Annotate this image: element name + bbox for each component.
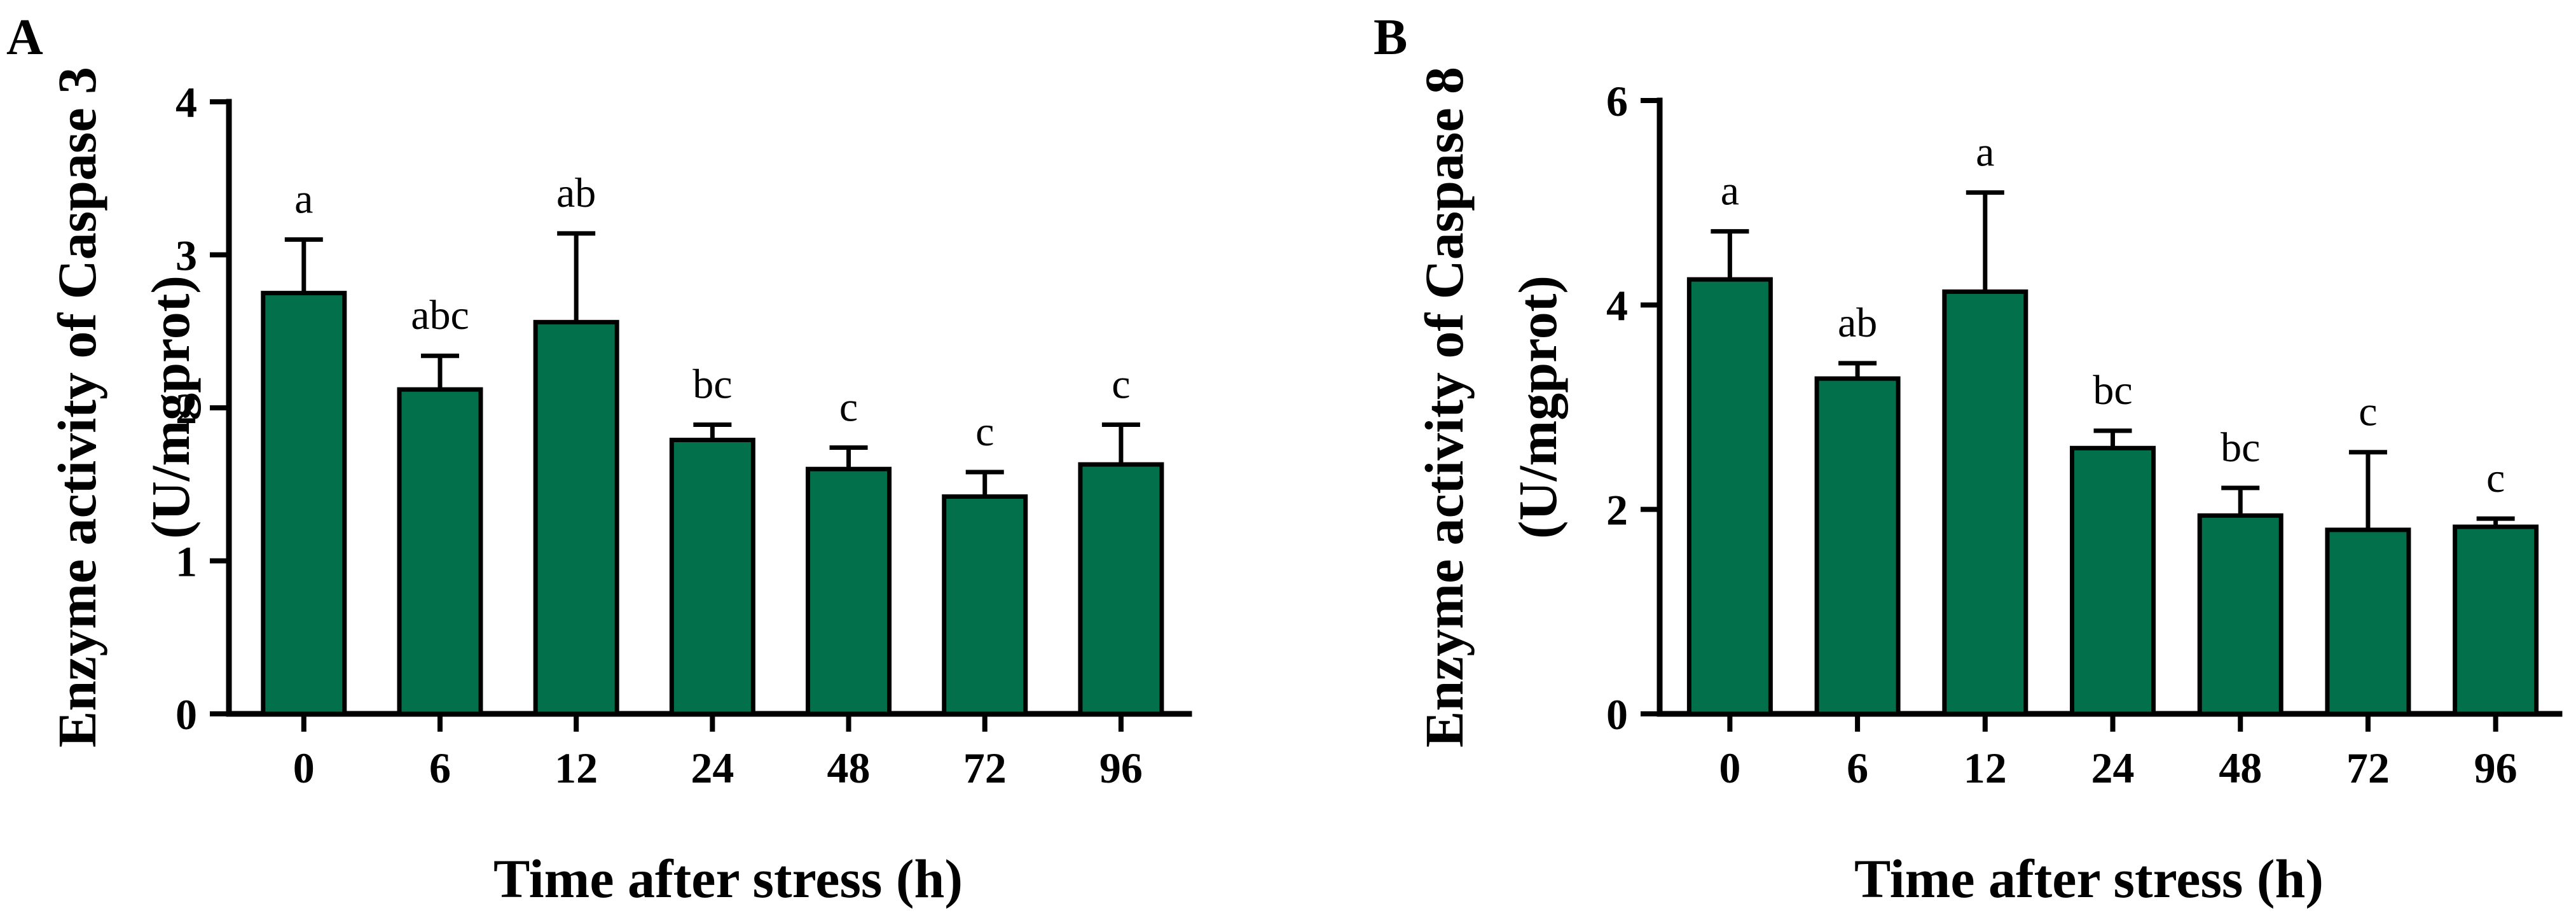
error-bar-96 [2476,516,2515,527]
sig-label-12: a [1976,129,1994,176]
y-tick-label: 1 [176,538,197,586]
y-tick-label: 0 [176,690,197,739]
x-tick-label: 96 [2474,744,2517,792]
y-tick-label: 6 [1606,77,1628,125]
x-axis-title-a: Time after stress (h) [493,848,963,909]
error-bar-12 [557,231,596,323]
error-bar-96 [1101,422,1140,464]
error-bar-0 [1711,229,1749,280]
sig-label-24: bc [2093,367,2132,414]
y-axis-title-a: Enzyme activity of Caspase 3 [46,67,107,748]
x-tick-label: 24 [2091,744,2135,792]
bar-6 [397,387,483,716]
y-tick-label: 3 [176,232,197,280]
x-tick-label: 12 [1964,744,2007,792]
y-tick-label: 2 [1606,486,1628,534]
error-bar-48 [829,445,868,470]
y-axis-unit-a: (U/mgprot) [140,275,201,539]
panel-a: A Enzyme activity of Caspase 3 (U/mgprot… [6,10,1192,909]
sig-label-0: a [294,176,313,222]
error-bar-24 [693,422,732,440]
x-tick-label: 48 [827,744,871,792]
y-tick-label: 4 [1606,281,1628,330]
x-tick-label: 72 [963,744,1007,792]
sig-label-6: ab [1838,300,1877,346]
x-tick-label: 96 [1099,744,1143,792]
sig-label-48: c [839,384,858,431]
bar-12 [533,319,619,716]
bar-24 [669,438,755,716]
x-tick-label: 12 [554,744,598,792]
bar-6 [1814,376,1901,716]
sig-label-0: a [1721,168,1739,214]
y-axis-unit-b: (U/mgprot) [1507,275,1568,539]
sig-label-96: c [2486,455,2505,501]
bar-12 [1942,289,2028,716]
error-bar-48 [2221,485,2260,516]
bar-72 [942,494,1028,716]
sig-label-12: ab [556,170,596,216]
error-bar-72 [2348,450,2387,530]
panel-letter-a: A [6,10,43,66]
panel-letter-b: B [1374,10,1407,66]
bar-48 [2197,513,2283,716]
error-bar-24 [2093,428,2132,449]
bar-48 [806,466,892,716]
bar-24 [2070,445,2156,716]
bar-96 [1078,462,1164,716]
bar-0 [1686,277,1773,716]
bar-72 [2325,527,2411,716]
y-tick-label: 2 [176,384,197,433]
sig-label-48: bc [2221,424,2260,471]
y-tick-label: 4 [176,78,197,127]
error-bar-6 [420,353,459,390]
panel-b: B Enzyme activity of Caspase 8 (U/mgprot… [1374,10,2563,909]
error-bar-72 [965,470,1004,497]
x-tick-label: 24 [691,744,734,792]
sig-label-72: c [2359,389,2377,435]
x-tick-label: 6 [1847,744,1868,792]
error-bar-0 [284,237,323,293]
x-tick-label: 6 [429,744,451,792]
x-tick-label: 0 [1719,744,1740,792]
y-axis-title-b: Enzyme activity of Caspase 8 [1414,67,1475,748]
x-tick-label: 48 [2219,744,2262,792]
y-tick-label: 0 [1606,690,1628,739]
bar-0 [261,291,347,716]
error-bar-12 [1966,190,2004,292]
sig-label-72: c [975,408,994,455]
x-axis-title-b: Time after stress (h) [1854,848,2324,909]
x-tick-label: 0 [293,744,315,792]
sig-label-6: abc [411,292,469,338]
sig-label-96: c [1112,361,1130,407]
error-bar-6 [1838,361,1877,379]
sig-label-24: bc [692,361,732,407]
bar-96 [2453,524,2539,716]
x-tick-label: 72 [2346,744,2390,792]
